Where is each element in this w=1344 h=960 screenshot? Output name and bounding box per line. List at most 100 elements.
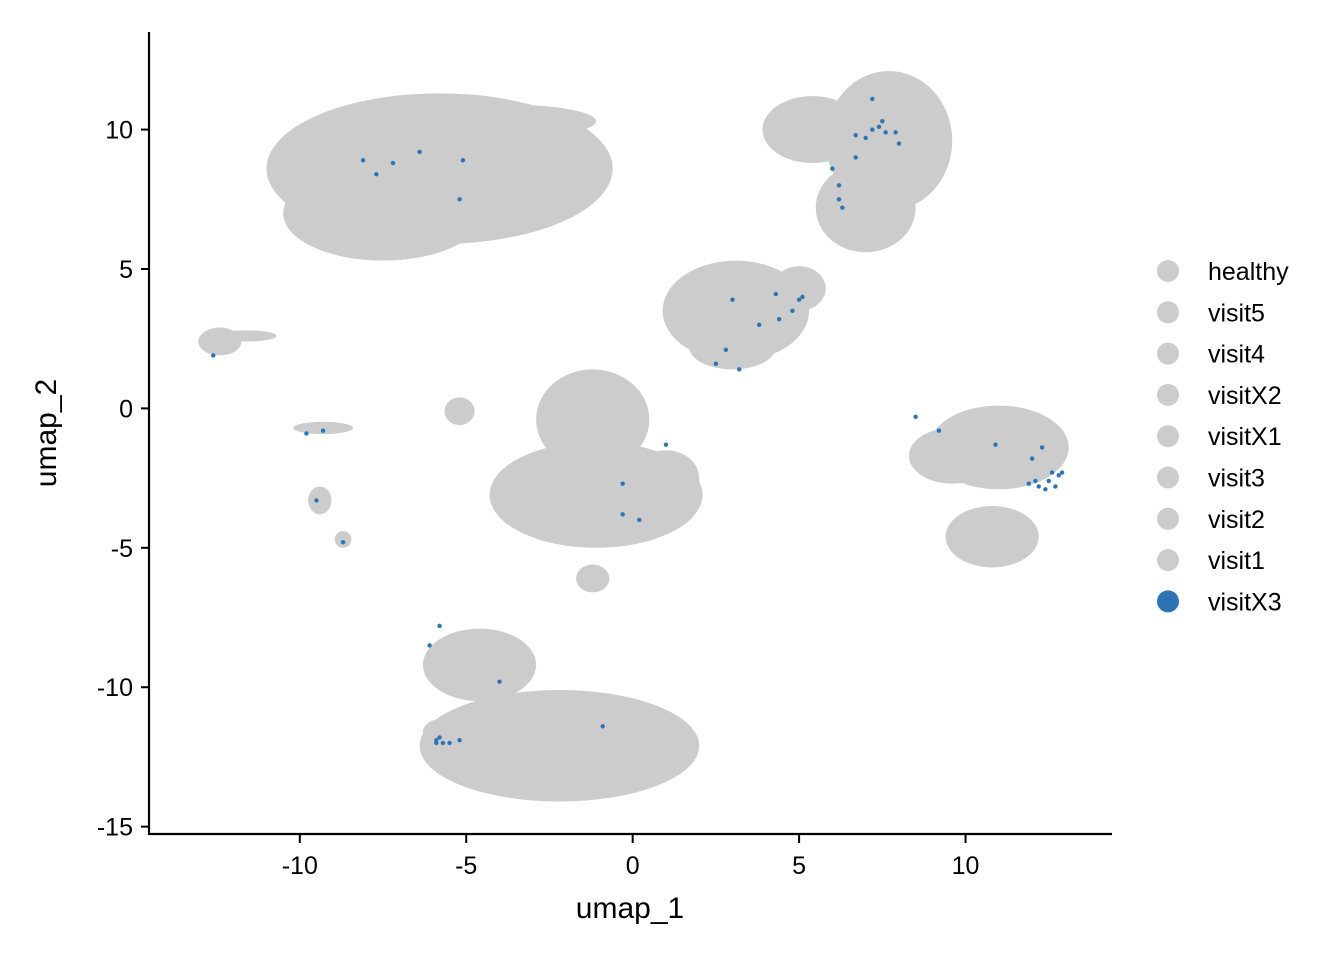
highlight-point-29 [713,361,719,366]
highlight-point-43 [600,724,605,729]
legend-key-visitX2 [1157,383,1179,406]
highlight-point-62 [1043,487,1048,492]
highlight-point-15 [896,141,902,146]
highlight-point-14 [893,130,898,135]
cell-cluster-22 [422,628,537,702]
highlight-point-2 [374,171,379,177]
highlight-point-12 [863,135,868,141]
highlight-point-27 [756,322,762,327]
highlight-point-57 [1036,484,1041,489]
cell-cluster-19 [632,450,700,506]
highlight-point-4 [417,149,422,155]
highlight-point-54 [1029,456,1035,461]
cell-cluster-14 [308,486,332,515]
highlight-point-9 [870,127,875,132]
legend-label-healthy: healthy [1208,258,1289,286]
cell-cluster-15 [334,531,352,548]
highlight-point-52 [993,442,998,447]
legend-key-visit1 [1157,549,1179,572]
highlight-point-30 [736,367,742,372]
cell-cluster-25 [945,505,1039,568]
highlight-point-1 [360,158,366,163]
cell-cluster-20 [576,564,610,593]
legend-label-visit1: visit1 [1208,547,1265,575]
highlight-point-60 [1056,473,1061,478]
legend-key-healthy [1157,260,1179,282]
highlight-point-25 [790,308,795,314]
legend-label-visitX2: visitX2 [1208,382,1282,410]
highlight-point-10 [876,124,882,129]
x-tick-label: -5 [455,852,477,880]
highlight-point-61 [1059,470,1065,475]
highlight-point-56 [1026,481,1031,486]
highlight-point-8 [880,119,885,124]
highlight-point-35 [340,540,346,545]
highlight-point-19 [836,197,842,202]
highlight-point-37 [620,481,625,486]
highlight-point-46 [440,740,446,746]
highlight-point-13 [853,132,858,138]
highlight-point-20 [840,205,845,210]
cell-cluster-10 [772,266,826,311]
highlight-point-23 [800,294,805,300]
highlight-point-6 [457,197,462,202]
highlight-point-28 [723,347,729,353]
highlight-point-63 [1053,484,1058,489]
y-tick-label: -15 [97,814,133,842]
x-tick-label: 5 [792,852,806,880]
cell-cluster-23 [422,717,470,746]
highlight-point-24 [796,297,802,302]
highlight-point-3 [390,160,396,166]
highlight-point-59 [1049,470,1055,475]
highlight-point-17 [830,166,835,171]
highlight-point-45 [437,735,442,740]
cell-cluster-9 [689,324,776,370]
legend-key-visit4 [1157,342,1179,365]
legend-label-visitX3: visitX3 [1208,588,1282,616]
highlight-point-51 [936,428,942,433]
highlight-point-18 [836,183,842,188]
x-tick-label: -10 [282,852,318,880]
y-tick-label: 10 [105,117,133,145]
y-axis-title: umap_2 [30,379,63,487]
legend-label-visit2: visit2 [1208,506,1265,534]
cell-cluster-12 [216,330,277,342]
cell-cluster-16 [444,397,475,426]
legend-label-visit4: visit4 [1208,341,1265,369]
cell-cluster-13 [293,421,354,435]
highlight-point-11 [883,130,888,135]
background-cells [198,71,1069,802]
highlight-point-5 [460,158,466,163]
x-axis-ticks: -10 -5 0 5 10 [282,835,980,880]
highlight-point-55 [1033,478,1038,484]
highlight-point-21 [730,297,735,302]
highlight-point-48 [447,740,452,746]
highlight-point-39 [637,517,642,523]
x-tick-label: 0 [626,852,640,880]
highlight-point-47 [434,740,439,746]
cell-cluster-26 [908,427,996,484]
highlight-point-32 [304,431,309,436]
cell-cluster-2 [283,165,483,261]
highlight-point-16 [853,155,858,160]
y-axis-ticks: 10 5 0 -5 -10 -15 [97,117,149,842]
legend-key-visit2 [1157,507,1179,530]
x-tick-label: 10 [952,852,980,880]
highlight-point-22 [773,291,778,297]
legend-key-visitX3 [1157,590,1179,613]
legend-label-visit5: visit5 [1208,299,1265,327]
legend-key-visitX1 [1157,425,1179,448]
cell-cluster-7 [815,163,916,253]
highlight-point-38 [620,512,625,517]
y-tick-label: -5 [111,535,133,563]
highlighted-cells [211,96,1065,746]
y-tick-label: 0 [119,395,133,423]
y-tick-label: 5 [119,256,133,284]
x-axis-title: umap_1 [576,892,684,925]
highlight-point-26 [776,316,782,322]
highlight-point-7 [870,96,875,102]
cell-cluster-6 [762,96,863,164]
highlight-point-49 [457,738,462,743]
legend-key-visit5 [1157,301,1179,324]
